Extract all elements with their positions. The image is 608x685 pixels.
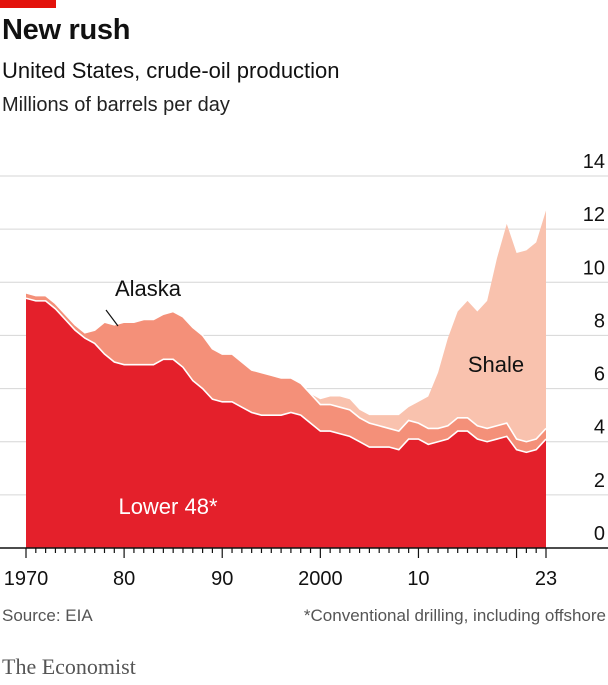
x-tick-label: 23 (535, 568, 557, 590)
stacked-area-chart: 0 2 4 6 8 10 12 14 1970 80 90 2000 10 23 Alaska Shale Lo… (0, 151, 608, 590)
source-note: Source: EIA (2, 606, 93, 625)
x-tick-label: 90 (211, 568, 233, 590)
axis-layer (0, 547, 608, 558)
y-tick-label: 0 (594, 523, 605, 545)
y-tick-label: 6 (594, 364, 605, 386)
label-layer: 0 2 4 6 8 10 12 14 1970 80 90 2000 10 23 Alaska Shale Lo… (4, 151, 605, 590)
area-shale (26, 210, 546, 442)
x-tick-label: 1970 (4, 568, 49, 590)
chart-subtitle: United States, crude-oil production (2, 58, 340, 83)
annotation-alaska: Alaska (115, 276, 182, 301)
alaska-leader-line (105, 309, 119, 327)
series-boundary-0 (25, 297, 547, 454)
y-tick-label: 2 (594, 470, 605, 492)
y-tick-label: 12 (583, 204, 605, 226)
annotation-lower-48: Lower 48* (118, 494, 218, 519)
annotation-shale: Shale (468, 352, 524, 377)
x-tick-label: 10 (407, 568, 429, 590)
area-lower-48 (26, 298, 546, 548)
area-alaska (26, 292, 546, 453)
y-tick-label: 4 (594, 417, 605, 439)
y-tick-label: 8 (594, 310, 605, 332)
y-tick-label: 14 (583, 151, 605, 173)
area-layer (25, 210, 547, 548)
accent-bar (0, 0, 56, 8)
y-tick-label: 10 (583, 257, 605, 279)
brand-logo: The Economist (2, 654, 136, 679)
x-tick-label: 2000 (298, 568, 343, 590)
series-boundary-1 (25, 292, 547, 443)
units-label: Millions of barrels per day (2, 94, 230, 116)
footnote: *Conventional drilling, including offsho… (303, 606, 606, 625)
chart-title: New rush (2, 14, 131, 46)
x-tick-label: 80 (113, 568, 135, 590)
